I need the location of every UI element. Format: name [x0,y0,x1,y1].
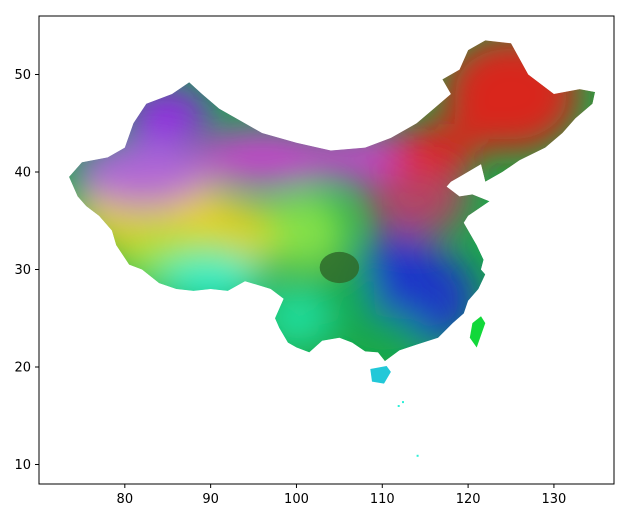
region-north [390,123,477,182]
y-tick-label: 10 [14,458,31,473]
x-tick-label: 120 [456,492,481,507]
island-dot [402,401,404,404]
y-tick-label: 40 [14,166,31,181]
y-tick-label: 20 [14,361,31,376]
x-tick-label: 130 [542,492,567,507]
island-dot [416,454,419,457]
x-tick-label: 80 [117,492,134,507]
x-tick-label: 100 [284,492,309,507]
y-tick-label: 30 [14,263,31,278]
island-hainan [370,366,391,384]
x-axis: 80 90 100 110 120 130 [117,484,567,507]
y-tick-label: 50 [14,68,31,83]
region-sichuan-basin [319,251,360,284]
region-qinghai [262,191,348,270]
x-tick-label: 90 [202,492,219,507]
y-axis: 10 20 30 40 50 [14,68,39,473]
region-north-plain [365,167,469,236]
island-taiwan [469,316,486,348]
x-tick-label: 110 [370,492,395,507]
region-central [365,230,434,290]
islands [370,316,486,457]
island-dot [397,405,400,407]
